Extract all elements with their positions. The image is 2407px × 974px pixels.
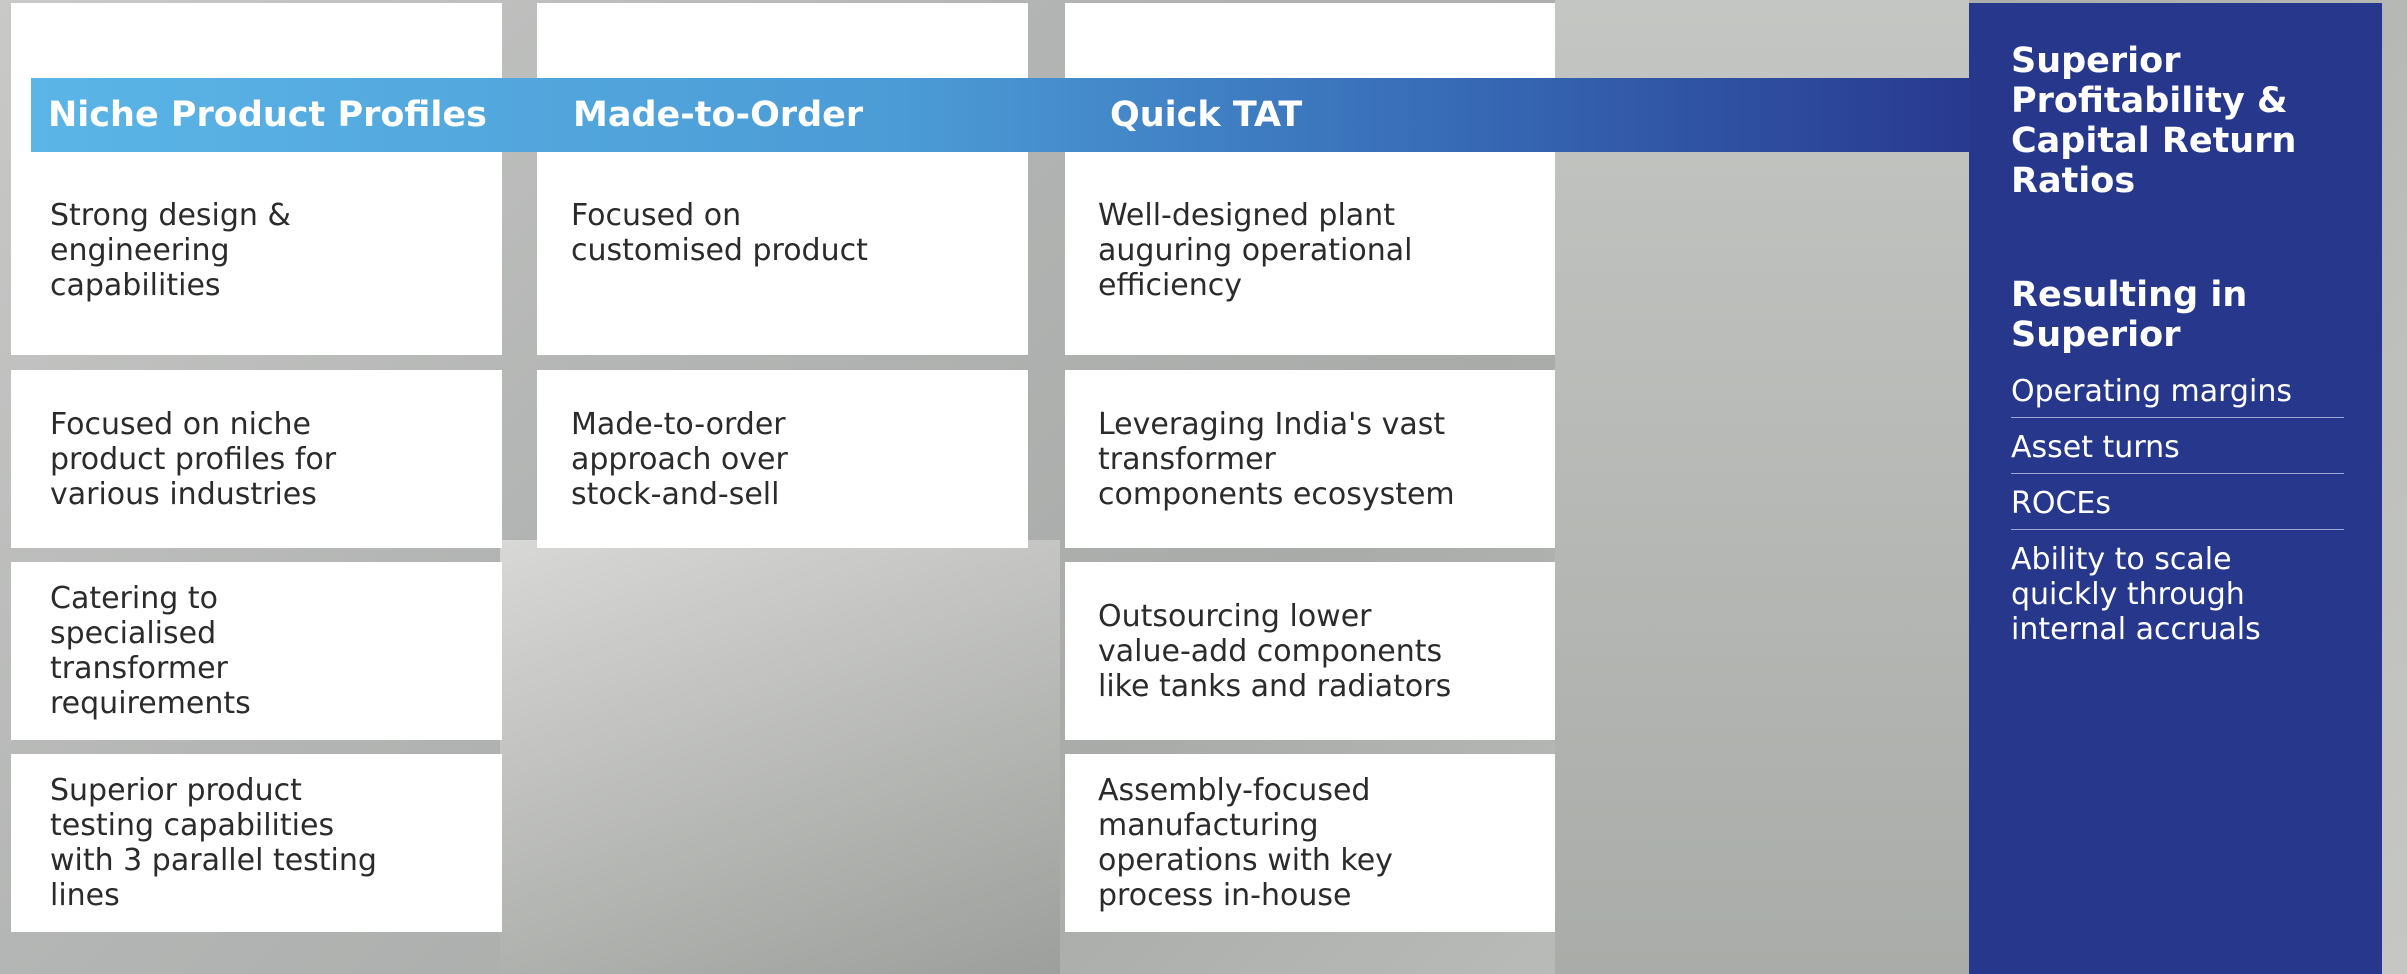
column-title: Quick TAT [1110,95,1303,135]
feature-text: Strong design & engineering capabilities [50,198,291,303]
panel-item: Operating margins [2011,374,2344,418]
feature-text: Assembly-focused manufacturing operation… [1098,773,1393,913]
feature-card: Superior product testing capabilities wi… [11,754,502,932]
feature-card: Focused on niche product profiles for va… [11,370,502,548]
panel-title: Superior Profitability & Capital Return … [2011,41,2297,201]
feature-text: Focused on customised product [571,198,868,268]
feature-text: Made-to-order approach over stock-and-se… [571,406,788,512]
panel-item: Ability to scale quickly through interna… [2011,542,2261,647]
background-photo [1555,0,1969,974]
summary-panel: Superior Profitability & Capital Return … [1969,3,2382,974]
background-photo [500,540,1060,974]
feature-text: Focused on niche product profiles for va… [50,406,337,512]
panel-subtitle: Resulting in Superior [2011,275,2248,355]
feature-card: Assembly-focused manufacturing operation… [1065,754,1555,932]
feature-text: Outsourcing lower value-add components l… [1098,598,1452,704]
column-title: Made-to-Order [573,95,864,135]
feature-card: Outsourcing lower value-add components l… [1065,562,1555,740]
feature-card: Made-to-order approach over stock-and-se… [537,370,1028,548]
panel-item: ROCEs [2011,486,2344,530]
panel-item: Asset turns [2011,430,2344,474]
feature-text: Leveraging India's vast transformer comp… [1098,406,1455,512]
feature-card: Well-designed plant auguring operational… [1065,3,1555,355]
feature-card: Strong design & engineering capabilities [11,3,502,355]
feature-text: Catering to specialised transformer requ… [50,581,251,721]
feature-text: Superior product testing capabilities wi… [50,773,377,913]
feature-card: Leveraging India's vast transformer comp… [1065,370,1555,548]
feature-card: Focused on customised product [537,3,1028,355]
feature-text: Well-designed plant auguring operational… [1098,198,1413,303]
column-title: Niche Product Profiles [48,95,487,135]
feature-card: Catering to specialised transformer requ… [11,562,502,740]
header-bar [31,78,1969,152]
